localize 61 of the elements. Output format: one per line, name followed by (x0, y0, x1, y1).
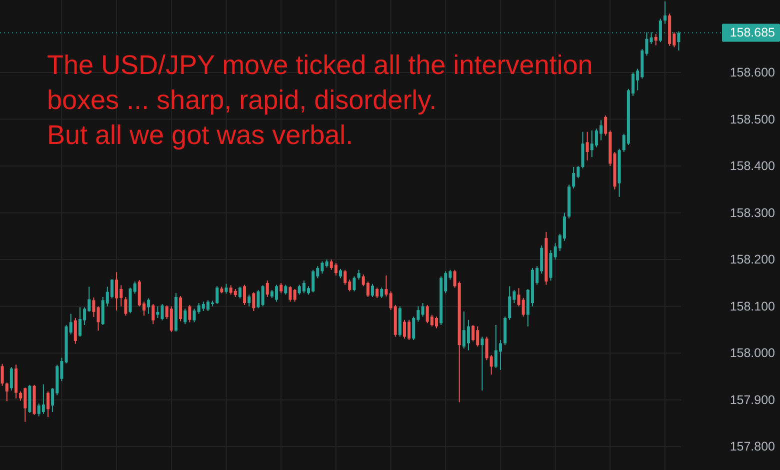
y-tick-label: 157.800 (730, 440, 776, 454)
y-tick-label: 158.500 (730, 112, 776, 126)
ref-line-label: 158.685 (730, 26, 776, 40)
candlestick (152, 303, 155, 325)
candlestick (380, 287, 384, 298)
candlestick (46, 390, 50, 418)
y-tick-label: 158.400 (730, 159, 776, 174)
candlestick (421, 302, 424, 318)
candlestick (248, 294, 251, 307)
y-tick-label: 158.100 (730, 299, 776, 314)
annotation: The USD/JPY move ticked all the intervention boxes ... sharp, rapid, disorderly. (47, 50, 593, 115)
candlestick (586, 131, 589, 161)
candlestick (170, 306, 173, 333)
candlestick (508, 286, 512, 320)
candlestick (480, 336, 484, 391)
candlestick (384, 274, 388, 297)
candlestick (256, 289, 260, 309)
candlestick (658, 18, 662, 43)
candlestick (147, 298, 150, 314)
candlestick (92, 296, 96, 318)
candlestick (96, 306, 100, 332)
candlestick (284, 284, 288, 296)
candlestick (115, 272, 118, 312)
candlestick (74, 318, 77, 344)
candlestick (357, 269, 360, 280)
y-tick-label: 158.000 (730, 346, 776, 360)
candlestick (498, 339, 502, 370)
candlestick (280, 282, 283, 294)
y-tick-label: 158.600 (730, 65, 776, 80)
candlestick (224, 283, 228, 294)
candlestick (42, 384, 45, 414)
y-tick-label: 158.200 (730, 252, 776, 267)
candlestick (472, 324, 475, 342)
y-tick-label: 158.300 (730, 206, 776, 220)
candlestick (654, 34, 658, 46)
candlestick (434, 316, 438, 329)
y-tick-label: 157.900 (730, 392, 776, 407)
candlestick (10, 366, 13, 391)
candlestick (376, 287, 379, 298)
candlestick (184, 308, 187, 325)
candlestick (334, 262, 338, 276)
candlestick (370, 283, 374, 298)
candlestick (266, 280, 269, 298)
candlestick (188, 304, 192, 323)
candlestick (466, 319, 470, 351)
candlestick (124, 296, 128, 316)
candlestick (663, 0, 667, 24)
annotation: But all we got was verbal. (47, 120, 354, 150)
candlestick (293, 288, 296, 302)
candlestick (581, 131, 584, 169)
candlestick (5, 382, 8, 402)
candlestick (243, 284, 246, 306)
candlestick (338, 268, 342, 279)
candlestick (0, 363, 4, 386)
candlestick (238, 286, 242, 299)
candlestick (288, 286, 292, 302)
candlestick (179, 296, 182, 322)
candlestick (352, 276, 356, 292)
candlestick (572, 166, 576, 189)
candlestick (261, 284, 264, 307)
candlestick (252, 292, 256, 312)
